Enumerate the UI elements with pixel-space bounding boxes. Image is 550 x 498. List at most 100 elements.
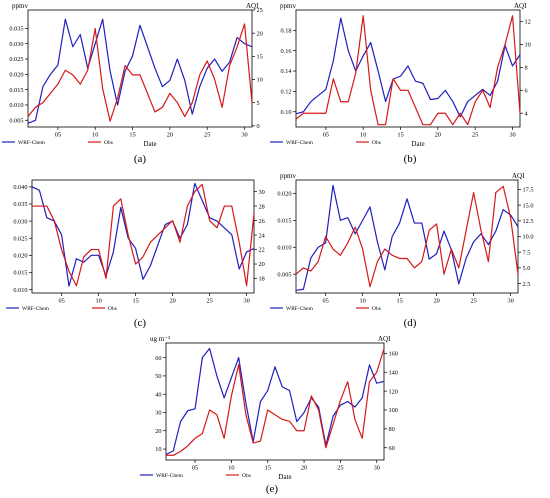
panel-caption: (e) <box>266 483 279 495</box>
x-tick-label: 10 <box>359 298 365 305</box>
y2-tick-label: 80 <box>389 426 395 433</box>
y-tick-label: 10 <box>155 446 161 453</box>
y2-tick-label: 28 <box>259 203 265 210</box>
y-tick-label: 0.12 <box>280 89 291 96</box>
x-tick-label: 05 <box>192 465 198 472</box>
y-tick-label: 0.040 <box>13 184 27 191</box>
y2-tick-label: 17.5 <box>523 187 534 194</box>
x-axis-label: Date <box>143 140 156 148</box>
legend-label: WRF-Chem <box>286 140 314 146</box>
x-tick-label: 05 <box>58 298 64 305</box>
y-tick-label: 0.030 <box>9 41 23 48</box>
x-tick-label: 20 <box>301 465 307 472</box>
left-unit-label: ug m⁻³ <box>150 335 170 343</box>
y-tick-label: 0.005 <box>9 117 23 124</box>
left-unit-label: ppmv <box>280 2 296 10</box>
y-tick-label: 0.015 <box>9 87 23 94</box>
x-tick-label: 15 <box>132 298 138 305</box>
x-tick-label: 25 <box>206 298 212 305</box>
y2-tick-label: 140 <box>389 369 398 376</box>
y2-tick-label: 25 <box>257 7 263 14</box>
y2-tick-label: 4 <box>525 110 529 117</box>
y2-tick-label: 10 <box>257 77 263 84</box>
y2-tick-label: 160 <box>389 351 398 358</box>
right-unit-label: AQI <box>514 2 527 10</box>
series-line-wrf-chem <box>165 347 385 456</box>
x-tick-label: 20 <box>433 298 439 305</box>
panel-a: 05 10 15 20 25 300.0050.0100.0150.0200.0250.0… <box>2 2 263 165</box>
x-tick-label: 05 <box>323 132 329 139</box>
y2-tick-label: 30 <box>259 189 265 196</box>
x-tick-label: 20 <box>169 298 175 305</box>
legend-label: Obs <box>372 140 381 146</box>
y-tick-label: 30 <box>155 410 161 417</box>
y-tick-label: 0.005 <box>277 271 291 278</box>
legend-label: Obs <box>104 140 113 146</box>
legend-label: Obs <box>108 306 117 312</box>
legend-label: WRF-Chem <box>286 306 314 312</box>
x-tick-label: 30 <box>243 298 249 305</box>
x-tick-label: 30 <box>507 298 513 305</box>
y-tick-label: 0.025 <box>9 56 23 63</box>
x-tick-label: 30 <box>374 465 380 472</box>
y-tick-label: 0.18 <box>280 28 291 35</box>
y-tick-label: 20 <box>155 428 161 435</box>
legend-label: Obs <box>242 473 251 479</box>
y-tick-label: 0.010 <box>13 287 27 294</box>
y2-tick-label: 24 <box>259 232 266 239</box>
y-tick-label: 0.015 <box>13 270 27 277</box>
y2-tick-label: 15 <box>257 54 263 61</box>
x-tick-label: 10 <box>92 132 98 139</box>
y2-tick-label: 20 <box>259 261 265 268</box>
y2-tick-label: 100 <box>389 407 398 414</box>
x-tick-label: 10 <box>228 465 234 472</box>
right-unit-label: AQI <box>378 335 391 343</box>
y-tick-label: 60 <box>155 355 161 362</box>
plot-frame <box>165 342 385 461</box>
right-unit-label: AQI <box>512 172 525 180</box>
y2-tick-label: 12 <box>525 19 531 26</box>
y2-tick-label: 0 <box>257 123 260 130</box>
x-tick-label: 25 <box>337 465 343 472</box>
series-line-wrf-chem <box>27 18 253 124</box>
series-line-obs <box>32 183 255 287</box>
x-tick-label: 05 <box>55 132 61 139</box>
y2-tick-label: 10 <box>525 42 531 49</box>
y-tick-label: 0.025 <box>13 235 27 242</box>
panel-e: 05 10 15 20 25 30 10 20 30 40 50 60 60 80 100 120 140 160… <box>140 335 398 495</box>
series-line-wrf-chem <box>31 182 255 287</box>
legend-label: Obs <box>372 306 381 312</box>
y-tick-label: 0.035 <box>13 201 27 208</box>
y2-tick-label: 18 <box>259 276 265 283</box>
x-tick-label: 30 <box>241 132 247 139</box>
y2-tick-label: 22 <box>259 247 265 254</box>
y2-tick-label: 10.0 <box>523 234 534 241</box>
y-tick-label: 0.010 <box>9 102 23 109</box>
y2-tick-label: 2.5 <box>523 281 531 288</box>
series-line-obs <box>27 23 253 122</box>
y2-tick-label: 12.5 <box>523 218 534 225</box>
x-tick-label: 25 <box>472 132 478 139</box>
series-line-obs <box>295 185 519 288</box>
y2-tick-label: 8 <box>525 65 528 72</box>
panel-caption: (b) <box>404 153 417 165</box>
x-axis-label: Date <box>411 140 424 148</box>
y2-tick-label: 120 <box>389 388 398 395</box>
right-unit-label: AQI <box>246 2 259 10</box>
x-tick-label: 10 <box>95 298 101 305</box>
x-tick-label: 30 <box>509 132 515 139</box>
y-tick-label: 0.010 <box>277 244 291 251</box>
legend-label: WRF-Chem <box>156 473 184 479</box>
plot-frame <box>31 179 255 294</box>
x-tick-label: 20 <box>167 132 173 139</box>
panel-caption: (a) <box>134 153 147 165</box>
series-line-obs <box>166 348 385 456</box>
y-tick-label: 0.035 <box>9 26 23 33</box>
y2-tick-label: 20 <box>257 30 263 37</box>
y2-tick-label: 6 <box>525 87 528 94</box>
left-unit-label: ppmv <box>12 2 28 10</box>
plot-frame <box>295 179 519 294</box>
y-tick-label: 40 <box>155 391 161 398</box>
plot-frame <box>27 9 253 128</box>
